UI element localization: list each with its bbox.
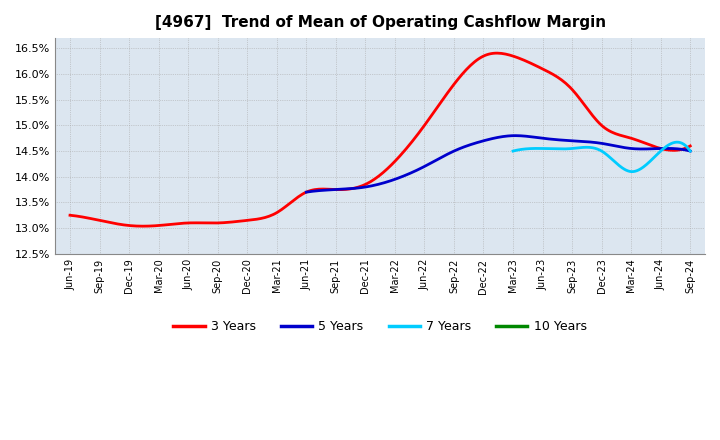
Title: [4967]  Trend of Mean of Operating Cashflow Margin: [4967] Trend of Mean of Operating Cashfl… (155, 15, 606, 30)
Legend: 3 Years, 5 Years, 7 Years, 10 Years: 3 Years, 5 Years, 7 Years, 10 Years (168, 315, 592, 338)
